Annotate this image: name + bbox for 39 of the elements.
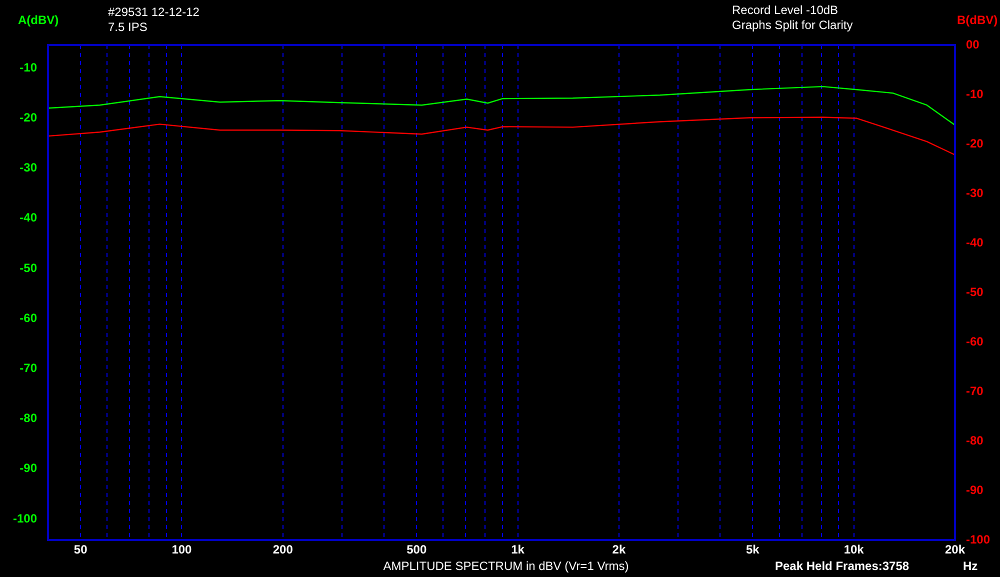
x-tick-label: 50 bbox=[74, 542, 88, 557]
x-tick-label: 2k bbox=[612, 542, 626, 557]
x-tick-label: 200 bbox=[272, 542, 294, 557]
text: Hz bbox=[963, 559, 978, 573]
y2-tick-label: -30 bbox=[966, 186, 984, 200]
y-axis-title: A(dBV) bbox=[18, 13, 59, 27]
x-tick-label: 1k bbox=[511, 542, 525, 557]
x-tick-label: 10k bbox=[844, 542, 864, 557]
y-tick-label: -50 bbox=[20, 260, 38, 275]
text: Peak Held Frames:3758 bbox=[775, 559, 910, 573]
text: Graphs Split for Clarity bbox=[732, 18, 853, 32]
y-tick-label: -10 bbox=[20, 60, 38, 74]
y2-tick-label: -80 bbox=[966, 433, 984, 448]
x-tick-label: 20k bbox=[944, 542, 966, 557]
text: #29531 12-12-12 bbox=[108, 5, 200, 19]
y-tick-label: -30 bbox=[20, 160, 38, 175]
y-tick-label: -60 bbox=[20, 310, 38, 325]
y2-tick-label: -100 bbox=[966, 532, 990, 546]
y2-tick-label: -60 bbox=[966, 334, 984, 348]
y-tick-label: -100 bbox=[12, 511, 38, 526]
y2-tick-label: -20 bbox=[966, 136, 984, 150]
x-axis-title: AMPLITUDE SPECTRUM in dBV (Vr=1 Vrms) bbox=[383, 559, 629, 573]
y2-tick-label: -90 bbox=[966, 482, 984, 497]
y-tick-label: -90 bbox=[20, 461, 38, 476]
y-tick-label: -70 bbox=[20, 360, 38, 375]
y2-tick-label: 00 bbox=[966, 37, 980, 52]
y2-tick-label: -70 bbox=[966, 384, 984, 398]
y-tick-label: -80 bbox=[20, 411, 38, 426]
x-tick-label: 500 bbox=[406, 542, 427, 557]
x-tick-label: 100 bbox=[172, 542, 192, 557]
y-tick-label: -20 bbox=[20, 110, 38, 124]
y2-axis-title: B(dBV) bbox=[957, 13, 998, 27]
y2-tick-label: -10 bbox=[966, 86, 984, 101]
x-tick-label: 5k bbox=[746, 542, 760, 557]
y2-tick-label: -40 bbox=[966, 235, 984, 250]
text: Record Level -10dB bbox=[732, 3, 838, 17]
text: 7.5 IPS bbox=[108, 20, 148, 34]
y2-tick-label: -50 bbox=[966, 284, 984, 299]
y-tick-label: -40 bbox=[20, 210, 38, 225]
